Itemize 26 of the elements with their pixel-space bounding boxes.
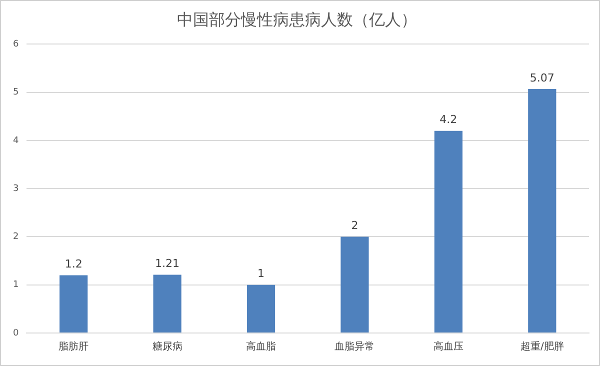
bar (153, 274, 182, 332)
data-label: 1.2 (64, 258, 82, 271)
bar (434, 130, 462, 332)
bar (340, 236, 369, 332)
chart-title: 中国部分慢性病患病人数（亿人） (177, 10, 417, 29)
x-tick-label: 糖尿病 (152, 340, 182, 353)
data-label: 1.21 (155, 257, 180, 270)
data-label: 4.2 (440, 113, 458, 126)
y-tick-label: 6 (12, 40, 19, 50)
bar (528, 88, 556, 332)
y-tick-label: 3 (12, 184, 19, 194)
bar (246, 284, 276, 332)
data-label: 5.07 (530, 71, 554, 84)
x-tick-label: 血脂异常 (334, 340, 375, 353)
data-label: 2 (351, 219, 358, 232)
x-tick-label: 高血脂 (246, 340, 276, 353)
x-tick-label: 超重/肥胖 (520, 340, 564, 353)
y-tick-label: 2 (12, 232, 19, 242)
x-tick-label: 脂肪肝 (58, 340, 89, 353)
y-tick-label: 0 (12, 328, 19, 338)
y-tick-label: 4 (12, 136, 19, 146)
data-label: 1 (258, 267, 265, 280)
bar (60, 275, 88, 332)
x-tick-label: 高血压 (433, 340, 464, 353)
y-tick-label: 1 (12, 280, 19, 290)
y-tick-label: 5 (12, 88, 19, 98)
